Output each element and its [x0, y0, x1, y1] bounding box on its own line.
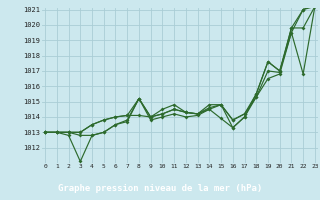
Text: Graphe pression niveau de la mer (hPa): Graphe pression niveau de la mer (hPa) [58, 184, 262, 193]
